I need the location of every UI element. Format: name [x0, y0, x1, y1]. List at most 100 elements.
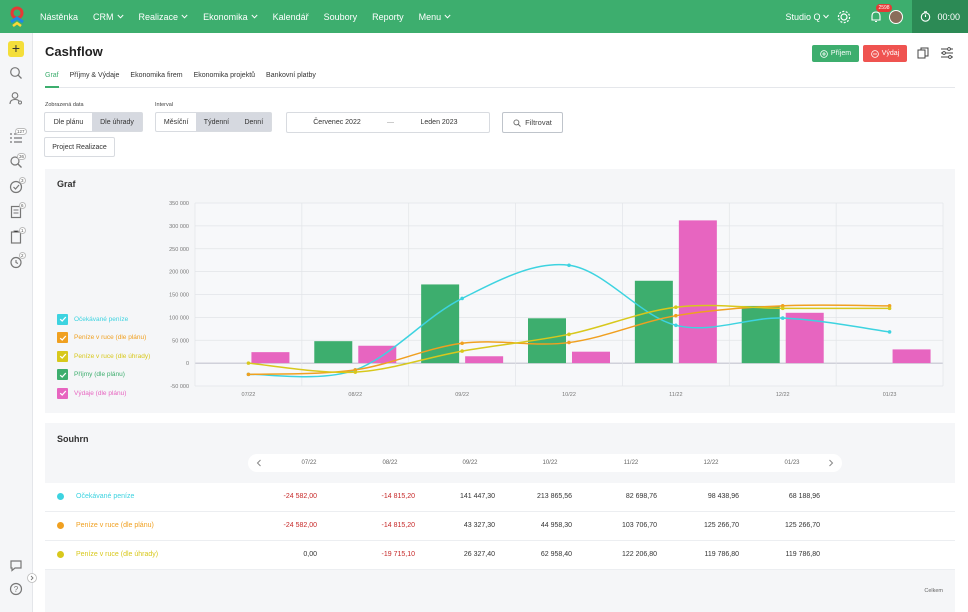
stopwatch-icon [921, 11, 931, 22]
add-expense-label: Výdaj [881, 50, 900, 57]
filter-button-label: Filtrovat [525, 118, 552, 127]
chevron-down-icon [251, 14, 258, 19]
add-income-button[interactable]: Příjem [812, 45, 859, 62]
chevron-left-icon[interactable] [256, 459, 262, 467]
legend-checkbox-icon[interactable] [57, 350, 68, 362]
user-avatar[interactable] [889, 9, 904, 24]
legend-item[interactable]: Příjmy (dle plánu) [57, 366, 150, 385]
add-expense-button[interactable]: Výdaj [863, 45, 907, 62]
search-icon[interactable] [9, 66, 23, 80]
x-tick-label: 11/22 [669, 392, 682, 398]
chat-icon[interactable] [9, 558, 23, 572]
interval-toggle: Měsíční Týdenní Denní [155, 112, 272, 132]
bar [678, 220, 717, 364]
interval-daily[interactable]: Denní [236, 113, 271, 131]
summary-cell: 103 706,70 [621, 522, 657, 529]
nav-item-label: Soubory [323, 11, 358, 22]
y-tick-label: -50 000 [170, 384, 189, 390]
search-icon [513, 118, 521, 127]
nav-item-label: Ekonomika [203, 11, 248, 22]
legend-checkbox-icon[interactable] [57, 369, 68, 381]
tab-0[interactable]: Graf [45, 71, 59, 88]
graph-card: Graf -50 000 0 50 000 100 000 150 000 200 000… [45, 169, 955, 413]
copy-icon[interactable] [917, 47, 929, 59]
search-list-icon[interactable] [9, 155, 23, 169]
nav-item-0[interactable]: Nástěnka [40, 12, 78, 22]
page-title: Cashflow [45, 44, 103, 59]
studio-switcher[interactable]: Studio Q [785, 11, 830, 22]
nav-item-1[interactable]: CRM [93, 12, 124, 22]
line-point [780, 316, 785, 320]
notifications-button[interactable]: 2598 [869, 3, 892, 24]
chart-legend: Očekávané peníze Peníze v ruce (dle plánu… [57, 310, 150, 403]
summary-row: Peníze v ruce (dle plánu) -24 582,00 -14 8… [45, 512, 955, 541]
sidebar-collapse-icon[interactable] [27, 573, 37, 583]
date-to[interactable]: Leden 2023 [420, 119, 458, 126]
plus-circle-icon [820, 49, 828, 58]
gear-icon[interactable] [837, 10, 851, 24]
check-circle-icon[interactable] [9, 180, 23, 194]
summary-total-label: Celkem [924, 588, 943, 594]
tab-2[interactable]: Ekonomika firem [130, 72, 183, 79]
legend-checkbox-icon[interactable] [57, 313, 68, 325]
main-content: Cashflow Příjem Výdaj Graf Příjmy & Výdaj… [33, 33, 968, 612]
add-button[interactable]: + [8, 41, 24, 57]
nav-item-5[interactable]: Soubory [324, 12, 358, 22]
legend-item[interactable]: Peníze v ruce (dle úhrady) [57, 347, 150, 366]
legend-checkbox-icon[interactable] [57, 387, 68, 399]
series-color-dot [57, 493, 64, 500]
legend-label: Výdaje (dle plánu) [74, 389, 127, 397]
sidebar-badge: 127 [15, 128, 27, 135]
filter-button[interactable]: Filtrovat [502, 112, 563, 133]
document-icon[interactable] [9, 205, 23, 219]
y-tick-label: 200 000 [169, 270, 189, 276]
legend-checkbox-icon[interactable] [57, 332, 68, 344]
nav-item-2[interactable]: Realizace [139, 12, 189, 22]
summary-cell: -14 815,20 [381, 522, 415, 529]
line-point [674, 323, 678, 328]
option-dle-planu[interactable]: Dle plánu [53, 118, 84, 126]
legend-item[interactable]: Výdaje (dle plánu) [57, 384, 150, 403]
date-range-picker[interactable]: Červenec 2022 — Leden 2023 [286, 112, 490, 133]
clipboard-icon[interactable] [9, 230, 23, 244]
x-tick-label: 07/22 [242, 392, 256, 398]
app-logo-icon[interactable] [8, 6, 26, 28]
y-tick-label: 250 000 [169, 247, 189, 253]
nav-item-label: Menu [418, 11, 442, 22]
legend-item[interactable]: Peníze v ruce (dle plánu) [57, 329, 150, 348]
tab-bar: Graf Příjmy & Výdaje Ekonomika firem Ekonom… [45, 71, 955, 88]
settings-sliders-icon[interactable] [940, 47, 954, 59]
help-icon[interactable]: ? [9, 582, 23, 596]
y-tick-label: 50 000 [172, 338, 189, 344]
line-point [887, 306, 892, 311]
tab-1[interactable]: Příjmy & Výdaje [69, 72, 120, 79]
timer-button[interactable]: 00:00 [912, 0, 968, 33]
interval-monthly[interactable]: Měsíční [163, 118, 189, 126]
option-dle-uhrady[interactable]: Dle úhrady [92, 113, 142, 131]
nav-item-6[interactable]: Reporty [372, 12, 404, 22]
summary-cell: -14 815,20 [381, 493, 415, 500]
legend-item[interactable]: Očekávané peníze [57, 310, 150, 329]
notification-count-badge: 2598 [876, 3, 892, 12]
bar [892, 349, 931, 364]
interval-weekly[interactable]: Týdenní [196, 113, 237, 131]
displayed-data-toggle: Dle plánu Dle úhrady [44, 112, 143, 132]
nav-item-4[interactable]: Kalendář [273, 12, 309, 22]
top-right-area: Studio Q 2598 00:00 [785, 0, 968, 33]
chevron-down-icon [181, 14, 188, 19]
project-filter-button[interactable]: Project Realizace [44, 137, 115, 157]
bar [572, 351, 610, 364]
date-from[interactable]: Červenec 2022 [313, 119, 361, 126]
y-tick-label: 350 000 [169, 201, 189, 207]
chevron-right-icon[interactable] [828, 459, 834, 467]
displayed-data-label: Zobrazená data [45, 102, 84, 108]
tab-4[interactable]: Bankovní platby [266, 72, 316, 79]
alarm-clock-icon[interactable] [9, 255, 23, 269]
studio-name: Studio Q [785, 11, 821, 22]
tab-3[interactable]: Ekonomika projektů [193, 72, 256, 79]
sidebar-badge: 2 [19, 252, 26, 259]
nav-item-7[interactable]: Menu [419, 12, 452, 22]
nav-item-3[interactable]: Ekonomika [203, 12, 258, 22]
user-search-icon[interactable] [9, 91, 23, 105]
nav-item-label: Nástěnka [40, 11, 79, 22]
